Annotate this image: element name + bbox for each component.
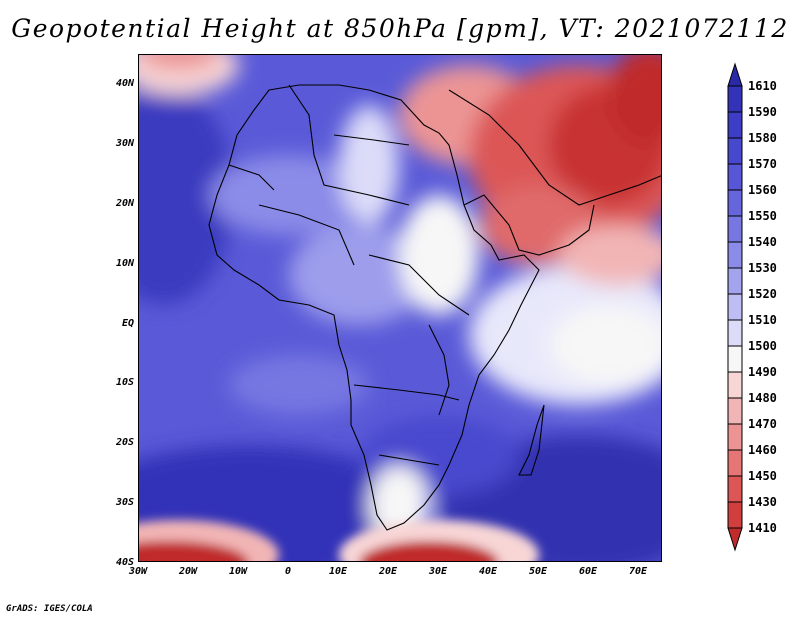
colorbar-label: 1470 <box>748 417 777 431</box>
lat-label-20s: 20S <box>115 437 134 448</box>
lat-label-30n: 30N <box>115 138 134 149</box>
lon-label-10w: 10W <box>228 566 248 577</box>
colorbar-label: 1610 <box>748 79 777 93</box>
lon-label-60e: 60E <box>578 566 598 577</box>
colorbar-label: 1530 <box>748 261 777 275</box>
colorbar-label: 1590 <box>748 105 777 119</box>
colorbar-label: 1500 <box>748 339 777 353</box>
colorbar-segment <box>727 137 743 165</box>
height-field <box>139 55 661 561</box>
colorbar-min-arrow <box>727 527 743 552</box>
lat-label-10s: 10S <box>115 377 134 388</box>
lat-label-30s: 30S <box>115 497 134 508</box>
map-panel <box>138 54 662 562</box>
lon-label-70e: 70E <box>628 566 648 577</box>
lon-label-40e: 40E <box>478 566 498 577</box>
lat-label-40s: 40S <box>115 557 134 568</box>
lon-label-30e: 30E <box>428 566 448 577</box>
colorbar-segment <box>727 449 743 477</box>
colorbar-segment <box>727 267 743 295</box>
colorbar-label: 1410 <box>748 521 777 535</box>
colorbar-segment <box>727 293 743 321</box>
lon-label-20e: 20E <box>378 566 398 577</box>
colorbar-label: 1490 <box>748 365 777 379</box>
lon-label-20w: 20W <box>178 566 198 577</box>
colorbar-label: 1540 <box>748 235 777 249</box>
lon-label-30w: 30W <box>128 566 148 577</box>
lon-label-10e: 10E <box>328 566 348 577</box>
colorbar-label: 1570 <box>748 157 777 171</box>
colorbar-segment <box>727 215 743 243</box>
lon-label-50e: 50E <box>528 566 548 577</box>
lat-label-20n: 20N <box>115 198 134 209</box>
grads-credit: GrADS: IGES/COLA <box>6 604 93 614</box>
colorbar-label: 1510 <box>748 313 777 327</box>
lat-label-10n: 10N <box>115 258 134 269</box>
colorbar-segment <box>727 423 743 451</box>
colorbar-segment <box>727 319 743 347</box>
chart-title: Geopotential Height at 850hPa [gpm], VT:… <box>11 14 789 43</box>
lat-label-eq: EQ <box>121 318 134 329</box>
colorbar-segment <box>727 189 743 217</box>
colorbar-segment <box>727 475 743 503</box>
coastlines <box>208 84 661 531</box>
colorbar-max-arrow <box>727 62 743 87</box>
colorbar-segment <box>727 163 743 191</box>
colorbar-segment <box>727 371 743 399</box>
colorbar-segment <box>727 85 743 113</box>
colorbar-label: 1520 <box>748 287 777 301</box>
colorbar-segment <box>727 111 743 139</box>
colorbar-label: 1480 <box>748 391 777 405</box>
lon-label-0: 0 <box>284 566 292 577</box>
colorbar-segment <box>727 345 743 373</box>
colorbar-label: 1550 <box>748 209 777 223</box>
colorbar-segment <box>727 241 743 269</box>
colorbar: 1610 1590 1580 1570 1560 1550 1540 1530 1520 1510… <box>727 62 777 552</box>
colorbar-label: 1580 <box>748 131 777 145</box>
colorbar-segment <box>727 501 743 529</box>
colorbar-label: 1560 <box>748 183 777 197</box>
colorbar-label: 1460 <box>748 443 777 457</box>
colorbar-label: 1450 <box>748 469 777 483</box>
colorbar-segment <box>727 397 743 425</box>
colorbar-label: 1430 <box>748 495 777 509</box>
lat-label-40n: 40N <box>115 78 134 89</box>
